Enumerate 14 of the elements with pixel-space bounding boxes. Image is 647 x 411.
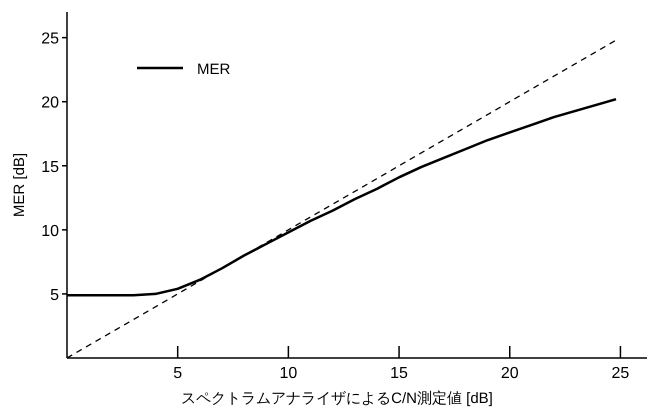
y-tick-label: 10 xyxy=(41,222,60,240)
x-tick-label: 25 xyxy=(612,365,630,382)
y-tick-label: 15 xyxy=(41,158,60,176)
y-tick-label: 25 xyxy=(41,30,60,48)
x-tick-label: 5 xyxy=(173,365,182,382)
x-tick-label: 20 xyxy=(500,365,519,382)
x-tick-label: 10 xyxy=(279,365,298,382)
x-tick-label: 15 xyxy=(390,365,408,382)
x-axis-title: スペクトラムアナライザによるC/N測定値 [dB] xyxy=(181,390,493,407)
y-axis-title: MER [dB] xyxy=(11,152,28,218)
y-tick-label: 20 xyxy=(41,94,60,112)
legend: MER xyxy=(137,61,230,78)
y-tick-label: 5 xyxy=(50,286,60,304)
legend-label: MER xyxy=(197,61,230,78)
